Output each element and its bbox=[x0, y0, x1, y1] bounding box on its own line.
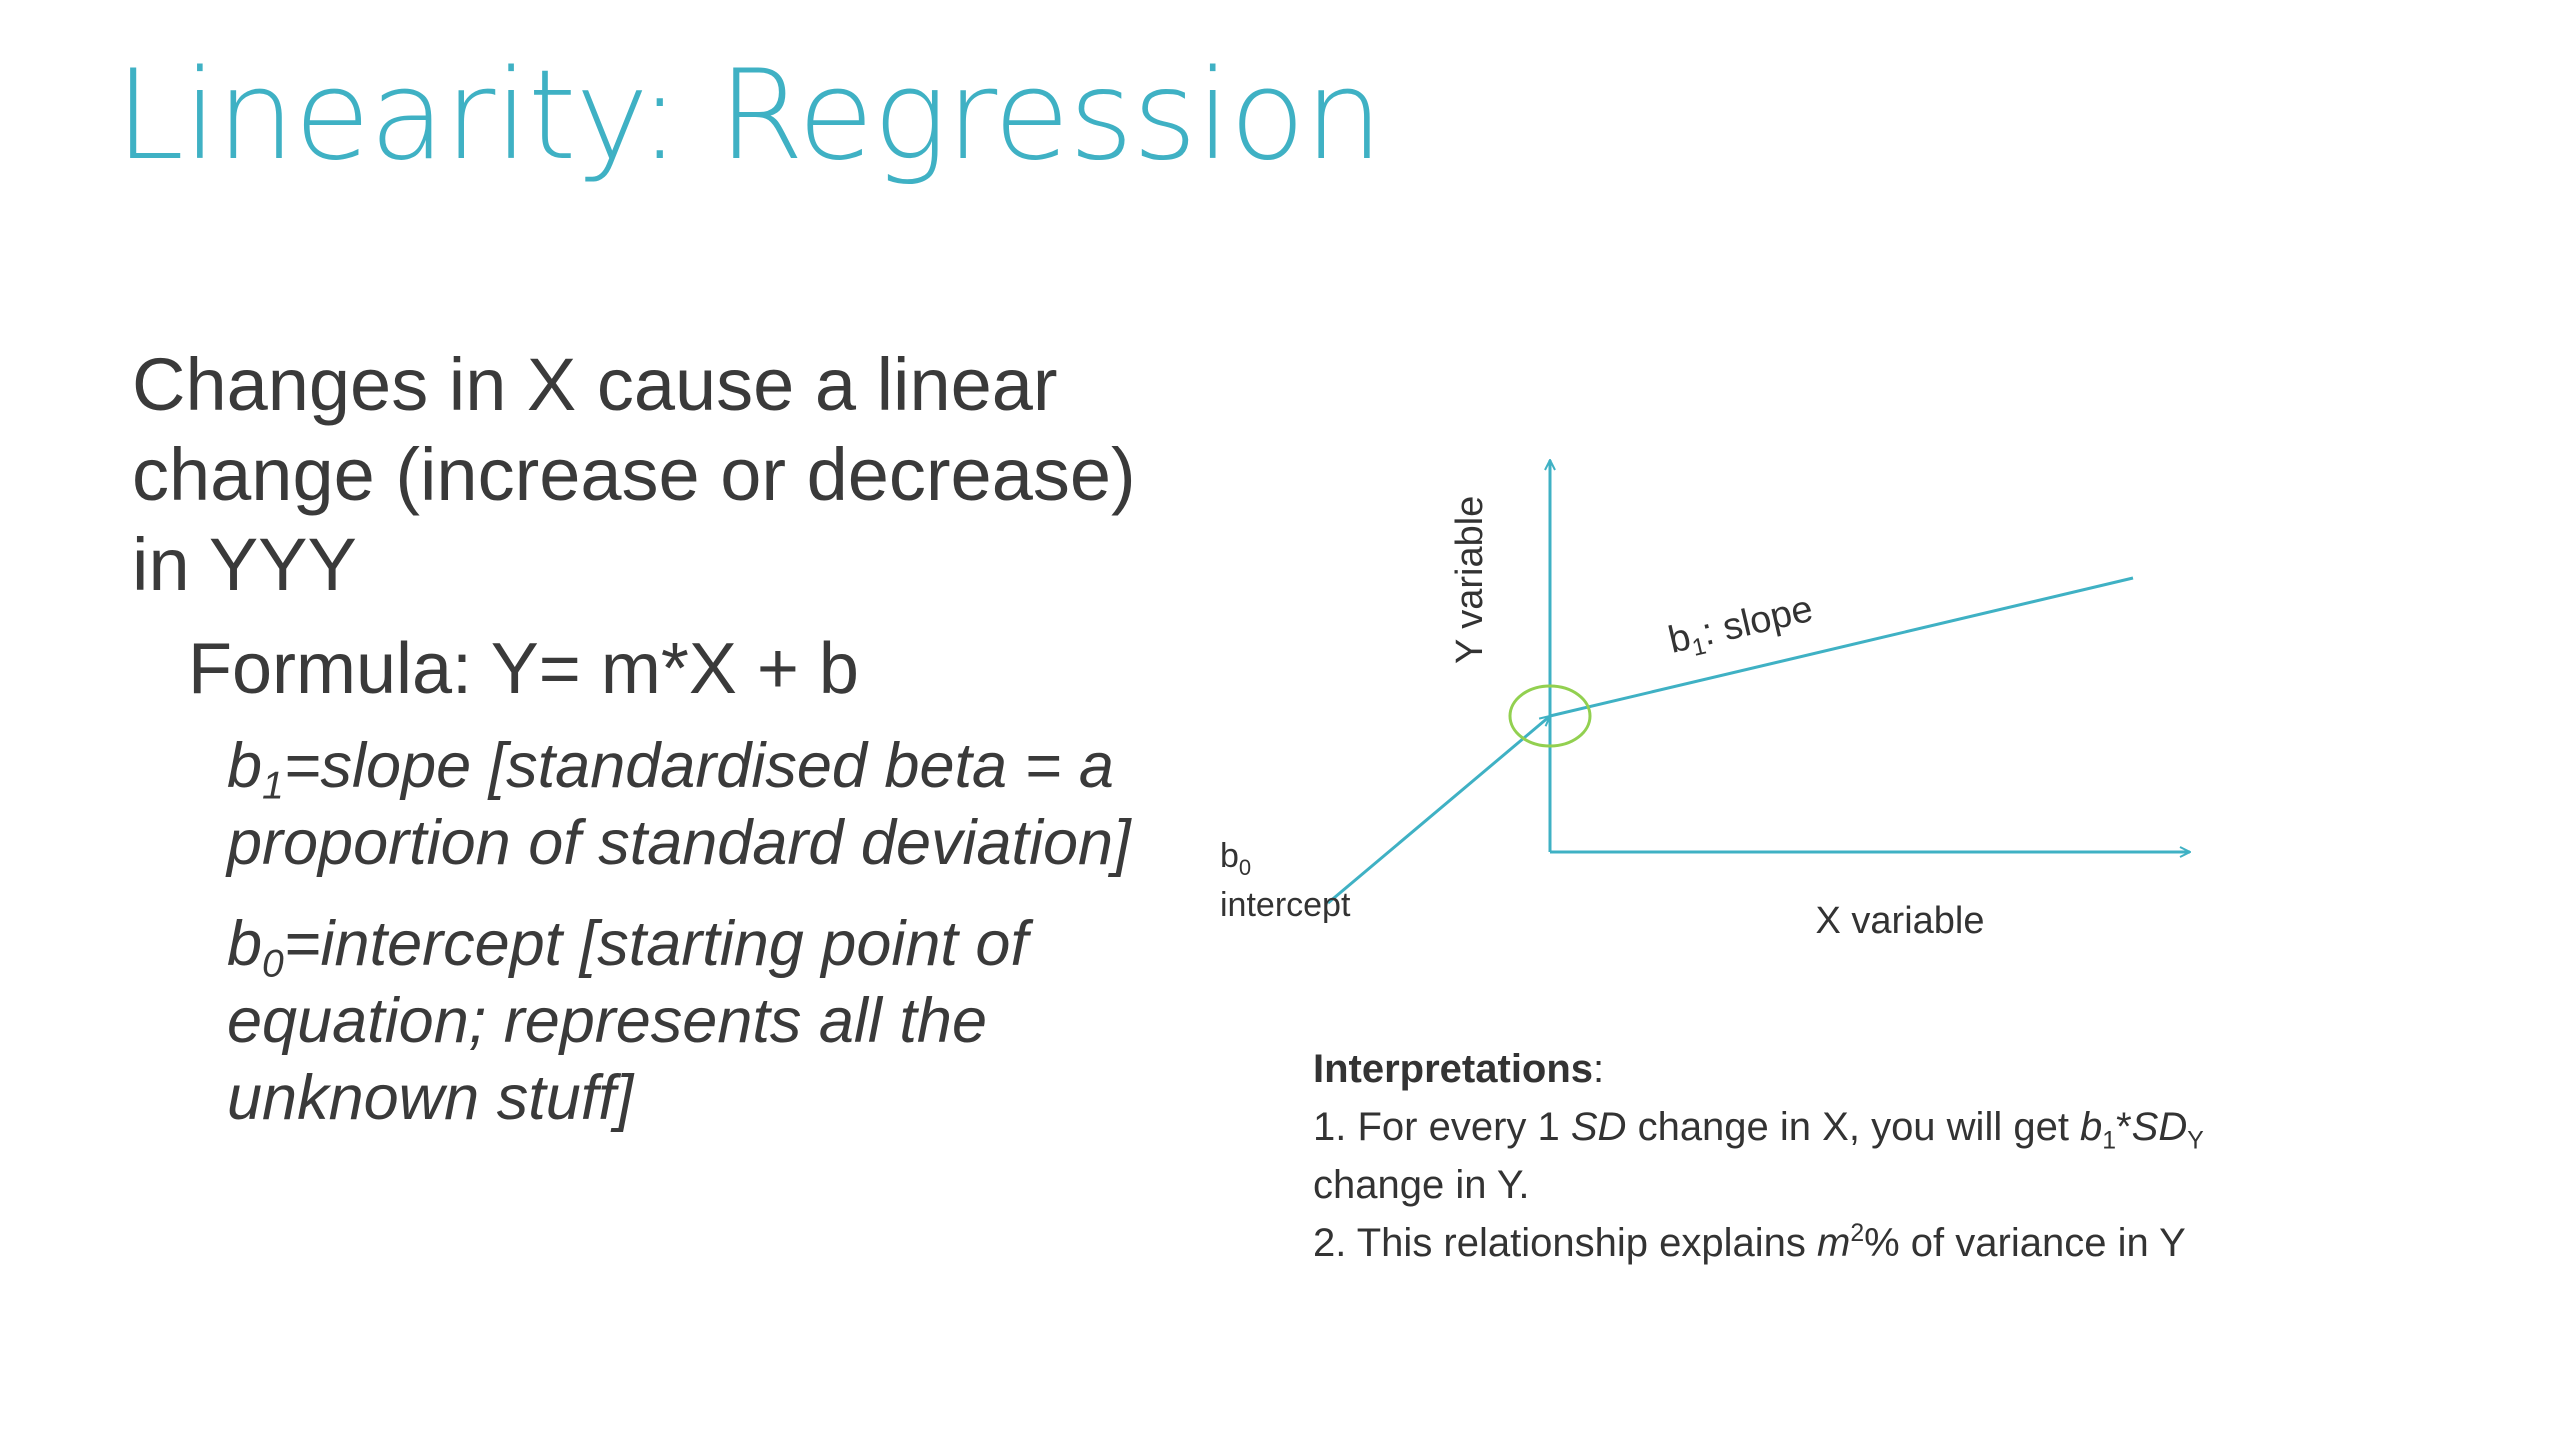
main-bullet: Changes in X cause a linear change (incr… bbox=[132, 343, 1136, 606]
bullet-list: Changes in X cause a linear change (incr… bbox=[132, 340, 1212, 1137]
interpretation-item-2: 2. This relationship explains m2% of var… bbox=[1313, 1220, 2186, 1265]
intercept-label: intercept bbox=[1220, 886, 1351, 924]
slope-bullet: b1=slope [standardised beta = a proporti… bbox=[227, 728, 1212, 882]
interpretation-item-1-continued: change in Y. bbox=[1313, 1163, 1530, 1207]
regression-line bbox=[1549, 576, 2134, 718]
regression-diagram: Y variable X variable b1: slope b0 inter… bbox=[1220, 420, 2250, 942]
interpretations-box: Interpretations: 1. For every 1 SD chang… bbox=[1313, 1040, 2313, 1272]
interpretations-heading: Interpretations: bbox=[1313, 1047, 1605, 1091]
y-axis-label: Y variable bbox=[1449, 496, 1491, 664]
formula-bullet: Formula: Y= m*X + b bbox=[188, 629, 859, 709]
slope-bullet-subscript: 1 bbox=[262, 764, 284, 808]
interpretation-item-1: 1. For every 1 SD change in X, you will … bbox=[1313, 1105, 2204, 1155]
intercept-symbol: b0 bbox=[1220, 837, 1251, 880]
slide-title: Linearity: Regression bbox=[115, 44, 1383, 188]
slope-label: b1: slope bbox=[1665, 588, 1818, 667]
intercept-bullet-subscript: 0 bbox=[262, 942, 284, 986]
slope-bullet-prefix: b bbox=[227, 731, 263, 801]
intercept-arrow bbox=[1327, 716, 1550, 905]
slope-bullet-text: =slope [standardised beta = a proportion… bbox=[227, 731, 1131, 878]
intercept-bullet-prefix: b bbox=[227, 909, 263, 979]
intercept-bullet-text: =intercept [starting point of equation; … bbox=[227, 909, 1028, 1133]
intercept-bullet: b0=intercept [starting point of equation… bbox=[227, 906, 1212, 1137]
x-axis-label: X variable bbox=[1816, 900, 1985, 942]
intercept-highlight bbox=[1508, 684, 1592, 748]
